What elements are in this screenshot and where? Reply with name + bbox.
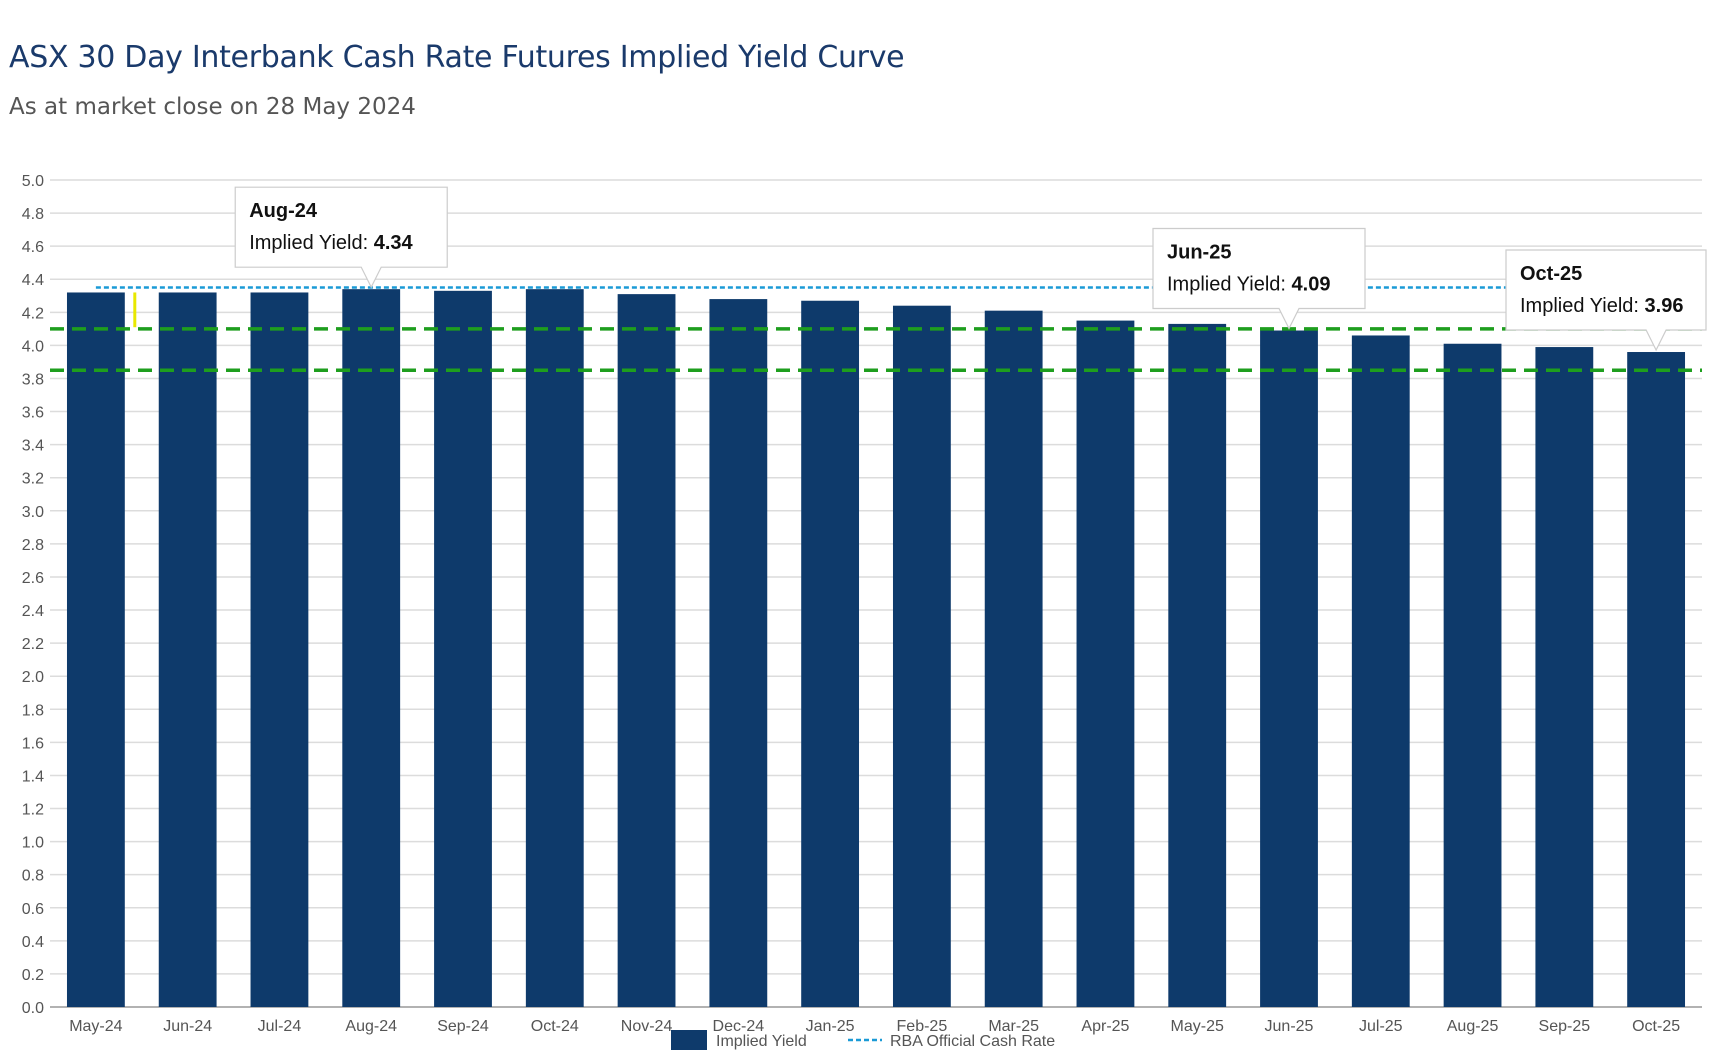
x-tick-label: Jan-25 <box>806 1018 855 1035</box>
bar-aug-25 <box>1443 343 1502 1008</box>
y-tick-label: 1.2 <box>22 802 44 819</box>
x-tick-label: Feb-25 <box>897 1018 948 1035</box>
x-tick-label: Aug-25 <box>1447 1018 1499 1035</box>
tooltip-box <box>1152 227 1366 330</box>
legend-swatch-implied-yield <box>671 1030 707 1050</box>
tooltips: Aug-24 Implied Yield: 4.34 Jun-25 Implied Y… <box>234 186 1707 352</box>
bar-apr-25 <box>1076 320 1135 1008</box>
bars <box>66 289 1686 1008</box>
y-tick-label: 2.2 <box>22 636 44 653</box>
y-tick-label: 2.8 <box>22 537 44 554</box>
tooltip-value: 3.96 <box>1645 295 1684 317</box>
y-tick-label: 1.4 <box>22 768 44 785</box>
y-tick-label: 4.6 <box>22 239 44 256</box>
bar-may-25 <box>1168 323 1227 1007</box>
tooltip-box <box>234 186 448 289</box>
y-tick-label: 1.6 <box>22 735 44 752</box>
y-tick-label: 1.8 <box>22 702 44 719</box>
x-tick-label: Oct-25 <box>1632 1018 1680 1035</box>
bar-sep-25 <box>1535 347 1594 1008</box>
y-tick-label: 0.8 <box>22 868 44 885</box>
chart-title: ASX 30 Day Interbank Cash Rate Futures I… <box>9 40 905 75</box>
x-tick-label: Aug-24 <box>345 1018 397 1035</box>
x-tick-label: Jul-24 <box>258 1018 302 1035</box>
y-tick-label: 2.6 <box>22 570 44 587</box>
tooltip-value: 4.34 <box>374 232 414 254</box>
grid-lines <box>50 179 1702 1008</box>
x-tick-label: Dec-24 <box>713 1018 765 1035</box>
tooltip-label: Implied Yield: 4.09 <box>1167 274 1330 296</box>
y-tick-label: 0.4 <box>22 934 44 951</box>
bar-oct-24 <box>525 289 584 1007</box>
bar-mar-25 <box>984 310 1043 1007</box>
tooltip-title: Aug-24 <box>249 200 318 222</box>
tooltip-title: Jun-25 <box>1167 242 1231 264</box>
y-tick-label: 2.4 <box>22 603 44 620</box>
x-tick-label: Oct-24 <box>531 1018 579 1035</box>
y-tick-label: 2.0 <box>22 669 44 686</box>
x-tick-label: Jun-25 <box>1265 1018 1314 1035</box>
x-tick-label: Sep-25 <box>1539 1018 1591 1035</box>
bar-nov-24 <box>617 294 676 1008</box>
legend-label-implied-yield: Implied Yield <box>716 1033 807 1050</box>
y-tick-label: 3.2 <box>22 471 44 488</box>
x-tick-label: Jul-25 <box>1359 1018 1403 1035</box>
tooltip-aug-24: Aug-24 Implied Yield: 4.34 <box>234 186 448 289</box>
tooltip-label: Implied Yield: 3.96 <box>1520 295 1683 317</box>
legend-label-rba-cash-rate: RBA Official Cash Rate <box>890 1033 1055 1050</box>
bar-jun-24 <box>158 292 217 1007</box>
bar-oct-25 <box>1627 352 1686 1007</box>
y-tick-label: 4.8 <box>22 206 44 223</box>
reference-lines <box>50 286 1702 372</box>
bar-jan-25 <box>801 300 860 1007</box>
y-tick-label: 4.0 <box>22 338 44 355</box>
tooltip-jun-25: Jun-25 Implied Yield: 4.09 <box>1152 227 1366 330</box>
bar-dec-24 <box>709 299 768 1007</box>
bar-may-24 <box>66 292 125 1007</box>
y-tick-label: 4.2 <box>22 305 44 322</box>
x-tick-label: May-24 <box>69 1018 122 1035</box>
y-tick-label: 0.6 <box>22 901 44 918</box>
y-tick-label: 1.0 <box>22 835 44 852</box>
tooltip-title: Oct-25 <box>1520 263 1582 285</box>
x-tick-label: Mar-25 <box>988 1018 1039 1035</box>
tooltip-oct-25: Oct-25 Implied Yield: 3.96 <box>1505 249 1707 352</box>
y-tick-label: 3.0 <box>22 504 44 521</box>
bar-feb-25 <box>892 305 951 1008</box>
tooltip-label: Implied Yield: 4.34 <box>249 232 413 254</box>
tooltip-value: 4.09 <box>1292 274 1331 296</box>
x-tick-label: Nov-24 <box>621 1018 673 1035</box>
y-tick-label: 5.0 <box>22 173 44 190</box>
y-tick-label: 0.0 <box>22 1000 44 1017</box>
bar-sep-24 <box>434 290 492 1007</box>
legend: Implied Yield RBA Official Cash Rate <box>671 1030 1055 1050</box>
chart-subtitle: As at market close on 28 May 2024 <box>9 94 416 120</box>
y-tick-label: 0.2 <box>22 967 44 984</box>
x-tick-label: May-25 <box>1171 1018 1224 1035</box>
x-tick-label: Jun-24 <box>163 1018 212 1035</box>
bar-jul-25 <box>1351 335 1410 1007</box>
axes: 0.0 0.2 0.4 0.6 0.8 1.0 1.2 1.4 1.6 1.8 2.0 2.2 2.4 2… <box>22 173 1680 1035</box>
x-tick-label: Apr-25 <box>1081 1018 1129 1035</box>
y-tick-label: 3.6 <box>22 405 44 422</box>
y-tick-label: 3.4 <box>22 438 44 455</box>
y-tick-label: 4.4 <box>22 272 44 289</box>
bar-jul-24 <box>250 292 309 1007</box>
x-tick-label: Sep-24 <box>437 1018 489 1035</box>
y-tick-label: 3.8 <box>22 371 44 388</box>
bar-jun-25 <box>1260 330 1318 1007</box>
tooltip-box <box>1505 249 1707 352</box>
bar-aug-24 <box>342 289 401 1007</box>
